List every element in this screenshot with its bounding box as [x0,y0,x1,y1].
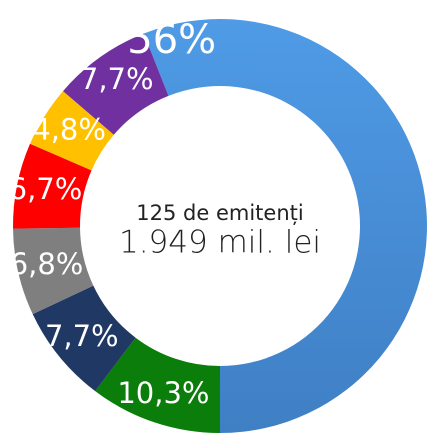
value-label: 6,8% [10,247,84,281]
slice [30,91,114,171]
value-label: 4,8% [32,113,106,147]
center-line-2: 1.949 mil. lei [119,225,321,261]
slice [32,285,136,392]
value-label: 7,7% [45,319,119,353]
slice [13,143,92,229]
center-line-1: 125 de emitenți [136,201,303,225]
slice [143,18,427,433]
slice [95,337,220,433]
slice [13,227,94,315]
value-label: 56% [127,17,216,63]
slice [63,33,169,135]
slices [13,18,427,433]
value-label: 6,7% [9,172,83,206]
labels: 56% 10,3% 7,7% 6,8% 6,7% 4,8% 7,7% [9,17,217,410]
value-label: 10,3% [117,376,209,410]
value-label: 7,7% [80,62,154,96]
